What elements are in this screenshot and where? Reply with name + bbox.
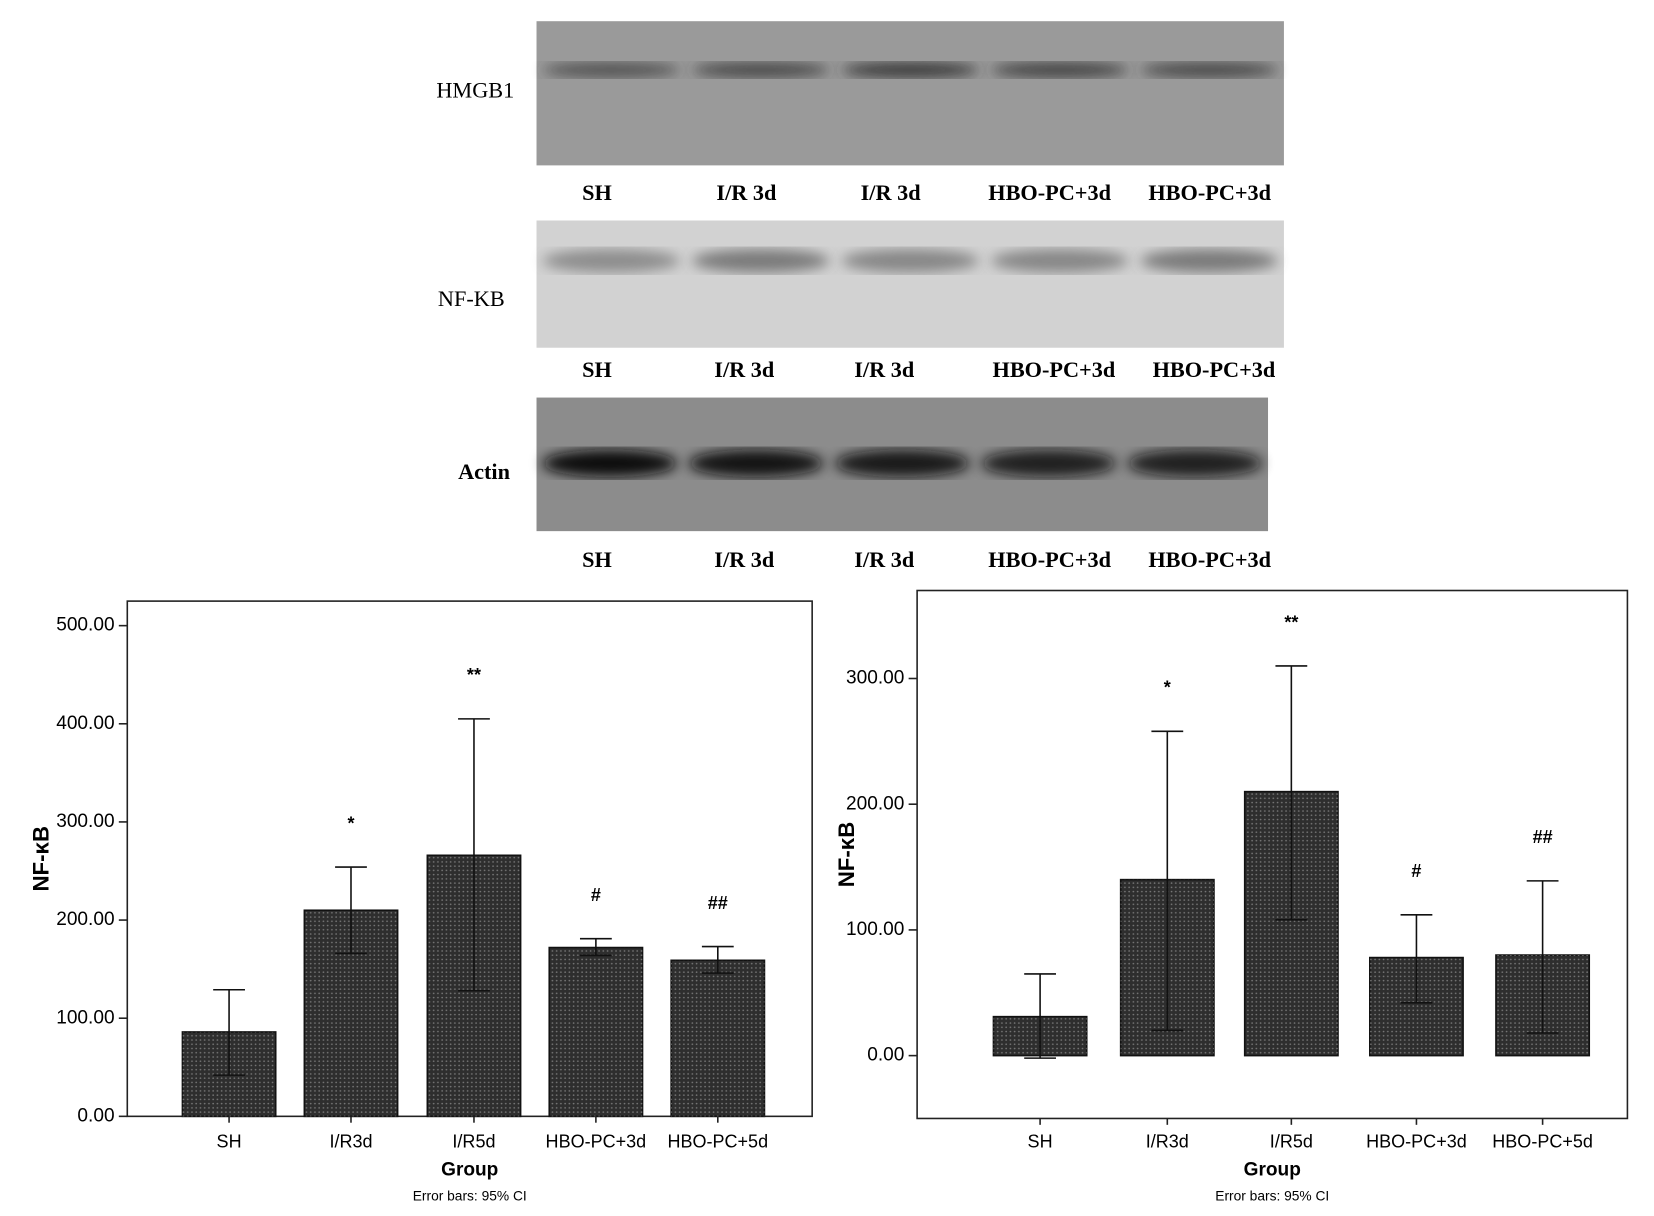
blot-panel bbox=[536, 21, 1284, 166]
lane-label: I/R 3d bbox=[714, 547, 775, 572]
x-axis-label: Group bbox=[441, 1159, 498, 1180]
chart-note: Error bars: 95% CI bbox=[413, 1189, 527, 1204]
y-tick-label: 300.00 bbox=[846, 668, 904, 689]
significance-mark: # bbox=[1411, 861, 1421, 881]
lane-label: I/R 3d bbox=[861, 180, 922, 205]
blot-band bbox=[990, 249, 1129, 273]
significance-mark: ## bbox=[1533, 827, 1553, 847]
significance-mark: ## bbox=[708, 893, 728, 913]
lane-label: HBO-PC+3d bbox=[993, 357, 1116, 382]
lane-label: HBO-PC+3d bbox=[1153, 357, 1276, 382]
lane-label: HBO-PC+3d bbox=[1148, 547, 1271, 572]
lane-label: SH bbox=[582, 547, 612, 572]
blot-label: NF-KB bbox=[438, 286, 505, 311]
x-tick-label: I/R5d bbox=[1270, 1132, 1313, 1152]
x-tick-label: HBO-PC+5d bbox=[1492, 1132, 1593, 1152]
blot-band bbox=[990, 62, 1129, 78]
blot-band bbox=[691, 62, 830, 78]
blot-band bbox=[688, 449, 824, 478]
x-axis-label: Group bbox=[1244, 1159, 1301, 1180]
blot-band bbox=[542, 62, 681, 78]
blot-band bbox=[1127, 449, 1263, 478]
y-tick-label: 200.00 bbox=[846, 793, 904, 814]
lane-label: SH bbox=[582, 180, 612, 205]
blot-label: HMGB1 bbox=[436, 77, 514, 102]
lane-label: I/R 3d bbox=[854, 357, 915, 382]
x-tick-label: I/R3d bbox=[329, 1132, 372, 1152]
y-axis-label: NF-κB bbox=[834, 822, 859, 888]
y-axis-label: NF-κB bbox=[28, 826, 53, 892]
y-tick-label: 400.00 bbox=[56, 713, 114, 734]
y-tick-label: 300.00 bbox=[56, 811, 114, 832]
y-tick-label: 100.00 bbox=[56, 1007, 114, 1028]
blot-band bbox=[841, 249, 979, 273]
y-tick-label: 0.00 bbox=[867, 1045, 904, 1066]
y-tick-label: 500.00 bbox=[56, 615, 114, 636]
lane-label: I/R 3d bbox=[716, 180, 777, 205]
significance-mark: ** bbox=[467, 665, 481, 685]
lane-label: I/R 3d bbox=[854, 547, 915, 572]
blot-band bbox=[691, 249, 830, 273]
x-tick-label: HBO-PC+3d bbox=[546, 1132, 647, 1152]
blot-panel bbox=[536, 220, 1284, 348]
significance-mark: * bbox=[347, 813, 354, 833]
lane-label: I/R 3d bbox=[714, 357, 775, 382]
blot-band bbox=[834, 449, 970, 478]
blot-label: Actin bbox=[458, 459, 511, 484]
y-tick-label: 100.00 bbox=[846, 919, 904, 940]
blot-band bbox=[542, 249, 681, 273]
bar-texture bbox=[671, 960, 765, 1117]
blot-band bbox=[1140, 249, 1278, 273]
lane-label: HBO-PC+3d bbox=[1148, 180, 1271, 205]
y-tick-label: 200.00 bbox=[56, 909, 114, 930]
x-tick-label: HBO-PC+3d bbox=[1366, 1132, 1467, 1152]
x-tick-label: I/R3d bbox=[1146, 1132, 1189, 1152]
chart-note: Error bars: 95% CI bbox=[1215, 1189, 1329, 1204]
lane-label: HBO-PC+3d bbox=[988, 180, 1111, 205]
x-tick-label: HBO-PC+5d bbox=[667, 1132, 768, 1152]
plot-frame bbox=[916, 589, 1629, 1120]
significance-mark: ** bbox=[1284, 612, 1298, 632]
x-tick-label: SH bbox=[217, 1132, 242, 1152]
significance-mark: * bbox=[1164, 678, 1171, 698]
x-tick-label: SH bbox=[1028, 1132, 1053, 1152]
blot-band bbox=[841, 62, 979, 78]
lane-label: HBO-PC+3d bbox=[988, 547, 1111, 572]
blot-band bbox=[1140, 62, 1278, 78]
blot-band bbox=[542, 449, 677, 478]
lane-label: SH bbox=[582, 357, 612, 382]
y-tick-label: 0.00 bbox=[77, 1105, 114, 1126]
bar-texture bbox=[549, 947, 643, 1117]
blot-band bbox=[981, 449, 1116, 478]
x-tick-label: I/R5d bbox=[452, 1132, 495, 1152]
significance-mark: # bbox=[591, 885, 601, 905]
